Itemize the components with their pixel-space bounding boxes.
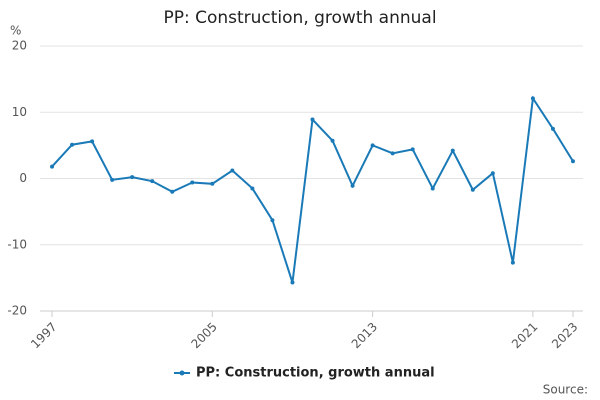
- point: [390, 151, 395, 156]
- point: [290, 280, 295, 285]
- point: [350, 183, 355, 188]
- point: [490, 171, 495, 176]
- source: Source:: [543, 383, 588, 397]
- point: [110, 177, 115, 182]
- point: [450, 148, 455, 153]
- point: [90, 139, 95, 144]
- x-tick-label: 2021: [509, 320, 540, 351]
- point: [410, 147, 415, 152]
- y-tick-label: -20: [7, 304, 27, 318]
- point: [190, 180, 195, 185]
- point: [150, 179, 155, 184]
- point: [170, 189, 175, 194]
- point: [250, 186, 255, 191]
- point: [270, 218, 275, 223]
- y-tick-label: 0: [19, 171, 27, 185]
- point: [130, 175, 135, 180]
- point: [570, 159, 575, 164]
- point: [50, 164, 55, 169]
- y-tick-label: -10: [7, 237, 27, 251]
- x-tick-label: 1997: [28, 320, 59, 351]
- y-tick-label: 10: [12, 105, 27, 119]
- point: [430, 186, 435, 191]
- point: [510, 260, 515, 265]
- point: [470, 187, 475, 192]
- legend-label: PP: Construction, growth annual: [196, 366, 435, 381]
- point: [530, 96, 535, 101]
- y-axis-label: %: [10, 24, 21, 38]
- point: [550, 126, 555, 131]
- point: [310, 117, 315, 122]
- point: [70, 142, 75, 147]
- legend-swatch-dot: [179, 370, 185, 376]
- y-tick-label: 20: [12, 39, 27, 53]
- point: [370, 143, 375, 148]
- line: [51, 95, 574, 283]
- point: [230, 168, 235, 173]
- x-tick-label: 2013: [349, 320, 380, 351]
- chart-title: PP: Construction, growth annual: [163, 8, 436, 28]
- x-tick-label: 2023: [549, 320, 580, 351]
- point: [330, 138, 335, 143]
- x-tick-label: 2005: [188, 320, 219, 351]
- point: [210, 181, 215, 186]
